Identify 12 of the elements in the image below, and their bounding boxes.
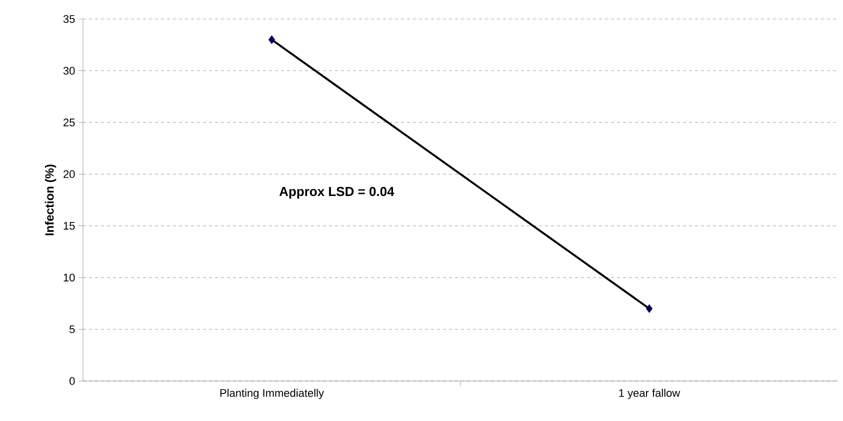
y-tick-label: 20 [64, 170, 75, 178]
y-tick-label: 35 [63, 15, 75, 23]
x-tick-label: 1 year fallow [619, 388, 680, 400]
y-tick-label: 10 [64, 274, 75, 282]
y-tick-label: 0 [70, 377, 75, 385]
y-tick-label: 25 [64, 118, 75, 126]
annotation: Approx LSD = 0.04 [279, 186, 394, 199]
x-tick-label: Planting Immediatelly [220, 388, 324, 400]
y-tick-label: 15 [64, 222, 75, 230]
y-tick-label: 5 [70, 325, 75, 334]
y-axis-title: Infection (%) [44, 164, 56, 236]
y-tick-label: 30 [63, 66, 75, 75]
